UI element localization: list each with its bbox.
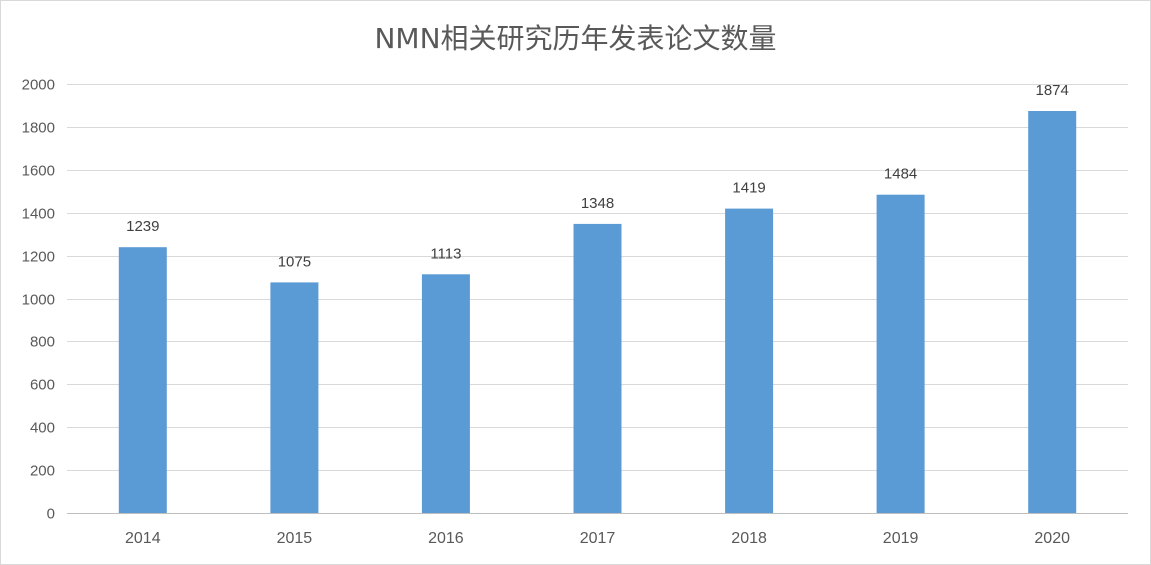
chart-title: NMN相关研究历年发表论文数量	[374, 22, 777, 55]
x-tick-label: 2015	[277, 530, 313, 547]
bar	[876, 194, 925, 513]
x-tick-label: 2014	[125, 530, 161, 547]
data-label: 1874	[1036, 82, 1069, 99]
bar	[725, 208, 774, 513]
bar	[421, 274, 470, 513]
x-tick-label: 2016	[428, 530, 464, 547]
bar	[1028, 111, 1077, 513]
data-label: 1239	[126, 218, 159, 235]
x-tick-label: 2020	[1034, 530, 1070, 547]
y-tick-label: 600	[30, 377, 55, 394]
y-tick-label: 400	[30, 420, 55, 437]
bar	[270, 282, 319, 513]
data-label: 1113	[430, 245, 461, 262]
data-label: 1348	[581, 195, 614, 212]
x-tick-label: 2019	[883, 530, 919, 547]
y-tick-label: 1600	[22, 163, 55, 180]
x-tick-label: 2017	[580, 530, 616, 547]
y-tick-label: 0	[47, 506, 55, 523]
data-label: 1419	[732, 180, 765, 197]
bar	[118, 247, 167, 513]
y-tick-label: 1400	[22, 206, 55, 223]
bar	[573, 223, 622, 513]
y-tick-label: 800	[30, 334, 55, 351]
x-tick-label: 2018	[731, 530, 767, 547]
y-tick-label: 1800	[22, 120, 55, 137]
data-label: 1075	[278, 253, 311, 270]
y-tick-label: 2000	[22, 77, 55, 94]
y-tick-label: 1200	[22, 249, 55, 266]
y-tick-label: 1000	[22, 292, 55, 309]
y-tick-label: 200	[30, 463, 55, 480]
data-label: 1484	[884, 166, 917, 183]
